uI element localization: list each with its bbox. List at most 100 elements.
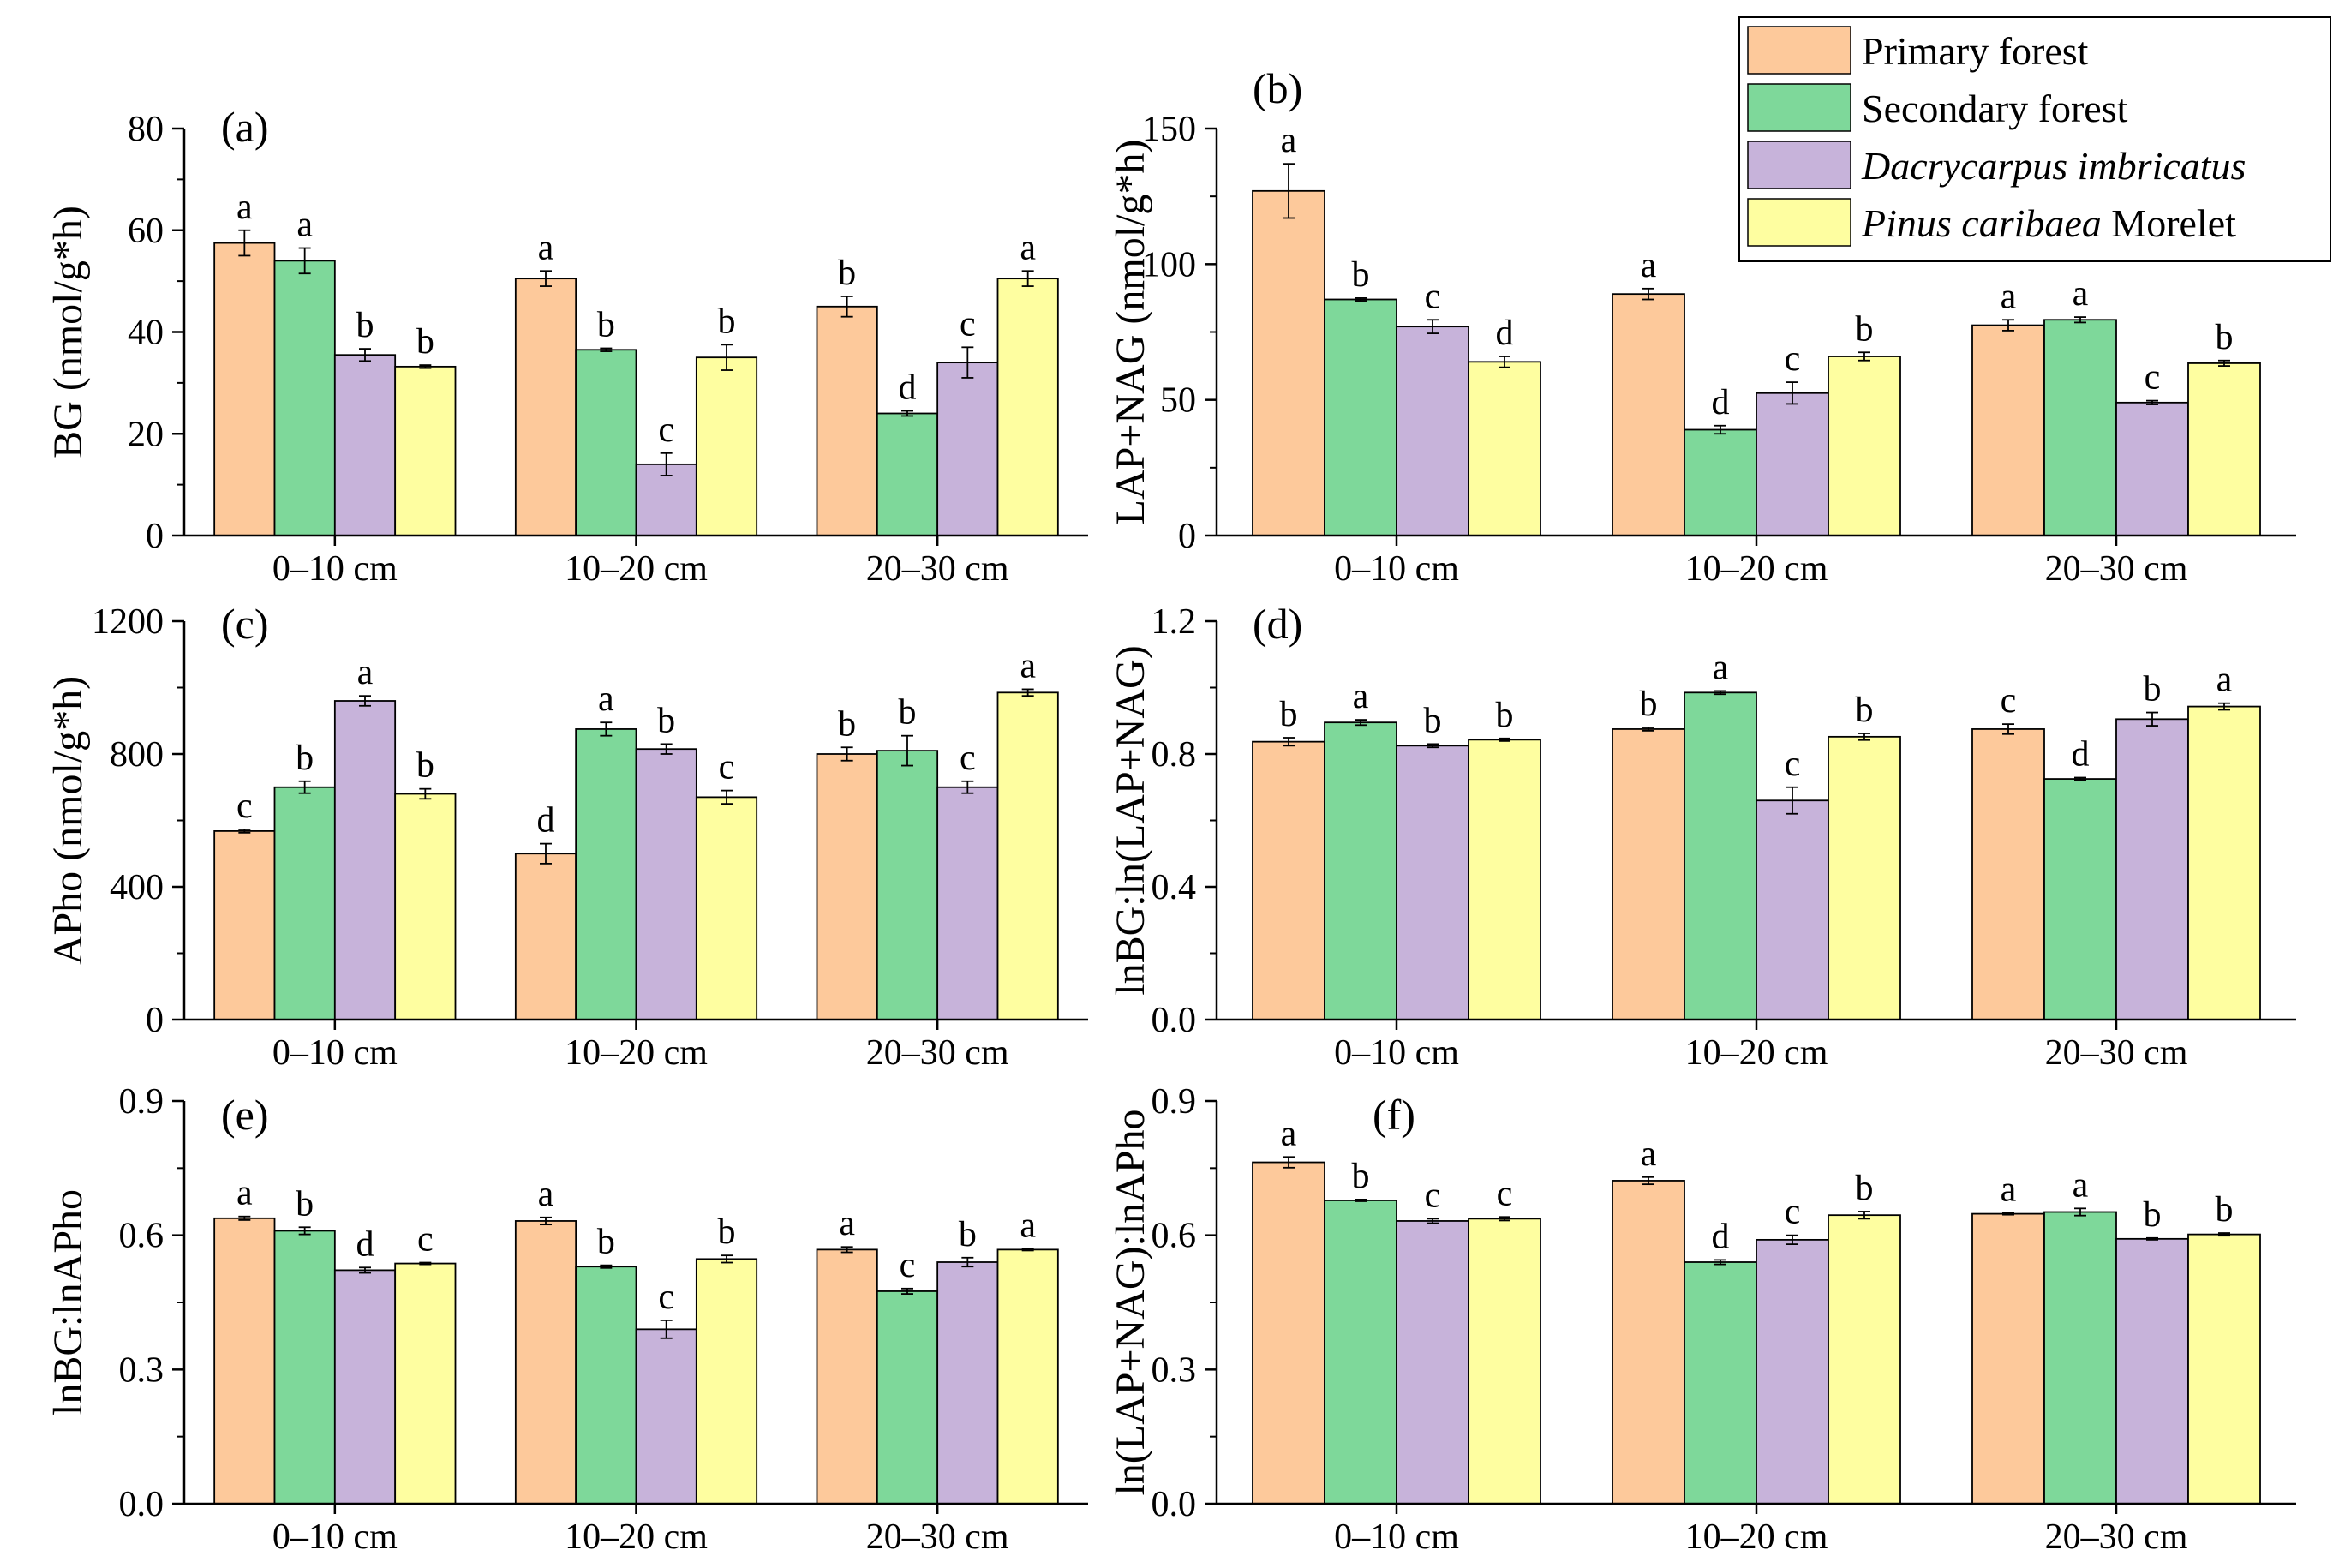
significance-letter-b-pinus-3: b [2216,318,2234,357]
bar-c-pinus-3 [996,691,1059,1020]
significance-letter-a-primary-2: a [538,228,554,267]
error-bar-e-primary-2 [540,1216,552,1226]
legend-entry-pinus: Pinus caribaea Morelet [1747,198,2236,247]
y-tick-label-c-3: 1200 [92,602,164,642]
bar-b-dacrycarpus-2 [1756,392,1829,536]
error-bar-c-primary-3 [840,746,853,762]
panel-f: a a a b d a c c b c b b 0.0 0.3 0.6 0.9 0–10 cm 10–20 cm 2… [1108,1082,2296,1557]
significance-letter-c-primary-2: d [537,801,555,841]
significance-letter-f-primary-2: a [1641,1134,1657,1174]
bar-e-secondary-3 [876,1290,939,1505]
error-bar-a-secondary-3 [901,410,913,417]
bar-d-secondary-3 [2043,778,2117,1020]
error-bar-b-primary-1 [1283,163,1295,219]
error-bar-b-pinus-2 [1858,351,1870,362]
bar-d-primary-2 [1612,728,1685,1020]
significance-letter-d-pinus-2: b [1856,691,1874,730]
error-bar-b-primary-3 [2002,319,2014,332]
x-tick-label-b-1: 10–20 cm [1685,549,1828,589]
significance-letter-d-primary-3: c [2001,681,2017,721]
significance-letter-e-secondary-1: b [296,1184,314,1224]
significance-letter-f-pinus-3: b [2216,1190,2234,1230]
significance-letter-c-primary-3: b [838,704,856,744]
panel-d: b b c a a d b c b b b a 0.0 0.4 0.8 1.2 0–10 cm 10–20 cm 2… [1108,600,2296,1073]
bar-b-pinus-1 [1468,361,1541,536]
y-tick-label-f-2: 0.6 [1152,1217,1197,1256]
legend-label-dacrycarpus: Dacrycarpus imbricatus [1861,144,2246,188]
significance-letter-b-pinus-2: b [1856,309,1874,349]
significance-letter-d-secondary-1: a [1353,677,1369,716]
bar-d-pinus-1 [1468,739,1541,1020]
error-bar-b-dacrycarpus-2 [1786,381,1798,405]
x-tick-label-e-2: 20–30 cm [866,1517,1009,1557]
panel-c: c d b b a b a b c b c a 0 400 800 1200 0–10 cm 10–20 cm 20… [45,600,1088,1073]
legend-swatch-primary [1747,26,1851,75]
significance-letter-f-primary-3: a [2001,1170,2017,1210]
y-tick-label-c-2: 800 [110,735,164,775]
bar-a-primary-2 [514,278,577,536]
bar-f-secondary-2 [1684,1261,1757,1505]
error-bar-f-primary-2 [1642,1176,1654,1186]
significance-letter-d-dacrycarpus-3: b [2144,670,2162,709]
y-axis-label-a: BG (nmol/g*h) [45,206,91,458]
error-bar-d-pinus-1 [1499,737,1510,742]
significance-letter-b-dacrycarpus-3: c [2145,358,2161,398]
significance-letter-e-pinus-3: a [1020,1206,1036,1245]
error-bar-c-pinus-2 [721,789,733,805]
bar-f-primary-1 [1252,1161,1325,1505]
significance-letter-c-pinus-2: c [719,748,735,787]
error-bar-f-dacrycarpus-3 [2146,1236,2158,1241]
significance-letter-a-dacrycarpus-3: c [960,304,976,344]
error-bar-b-dacrycarpus-3 [2146,399,2158,405]
legend-swatch-dacrycarpus [1747,141,1851,189]
y-tick-label-b-3: 150 [1142,110,1196,149]
bar-f-dacrycarpus-1 [1396,1220,1469,1505]
significance-letter-a-dacrycarpus-2: c [658,410,674,450]
y-tick-label-d-3: 1.2 [1152,602,1197,642]
bar-a-primary-1 [213,242,276,536]
error-bar-a-primary-3 [840,296,853,318]
significance-letter-a-secondary-3: d [899,368,917,408]
y-tick-label-f-1: 0.3 [1152,1350,1197,1390]
x-tick-label-f-1: 10–20 cm [1685,1517,1828,1557]
significance-letter-b-primary-2: a [1641,246,1657,285]
bar-b-secondary-2 [1684,428,1757,536]
bar-d-pinus-3 [2187,705,2261,1020]
bar-c-secondary-2 [575,728,637,1020]
y-axis-label-d: lnBG:ln(LAP+NAG) [1108,645,1153,995]
error-bar-e-dacrycarpus-2 [660,1319,673,1339]
error-bar-f-secondary-2 [1714,1259,1726,1266]
x-tick-label-c-1: 10–20 cm [565,1033,708,1073]
bar-e-primary-3 [816,1248,878,1505]
error-bar-c-secondary-2 [600,721,613,737]
significance-letter-f-dacrycarpus-1: c [1425,1176,1441,1215]
bar-f-dacrycarpus-2 [1756,1238,1829,1505]
error-bar-b-pinus-3 [2218,359,2230,367]
error-bar-e-primary-3 [840,1246,853,1254]
y-axis-label-f: ln(LAP+NAG):lnAPho [1108,1109,1153,1495]
bar-c-primary-1 [213,830,276,1020]
bar-a-pinus-3 [996,278,1059,536]
bar-e-primary-1 [213,1217,276,1505]
bar-c-dacrycarpus-2 [635,748,697,1020]
bar-e-primary-2 [514,1220,577,1505]
panel-a: a a b a b d b c c b b a 0 20 40 60 80 0–10 cm 10–20 cm 20–3… [45,103,1088,589]
significance-letter-a-primary-3: b [838,254,856,293]
bar-b-dacrycarpus-3 [2115,401,2189,536]
bar-b-primary-1 [1252,189,1325,536]
error-bar-d-primary-1 [1283,737,1295,747]
error-bar-f-secondary-3 [2074,1207,2086,1217]
x-tick-label-f-2: 20–30 cm [2045,1517,2188,1557]
x-tick-label-d-0: 0–10 cm [1334,1033,1459,1073]
error-bar-d-dacrycarpus-3 [2146,711,2158,727]
x-tick-label-a-1: 10–20 cm [565,549,708,589]
significance-letter-f-dacrycarpus-2: c [1785,1193,1801,1232]
bar-c-secondary-3 [876,750,939,1020]
error-bar-d-dacrycarpus-1 [1427,743,1439,749]
significance-letter-c-secondary-1: b [296,739,314,778]
y-tick-label-b-0: 0 [1178,517,1196,556]
bar-e-dacrycarpus-2 [635,1328,697,1505]
significance-letter-d-dacrycarpus-1: b [1424,701,1442,740]
error-bar-b-secondary-3 [2074,316,2086,324]
y-tick-label-c-0: 0 [146,1001,164,1040]
